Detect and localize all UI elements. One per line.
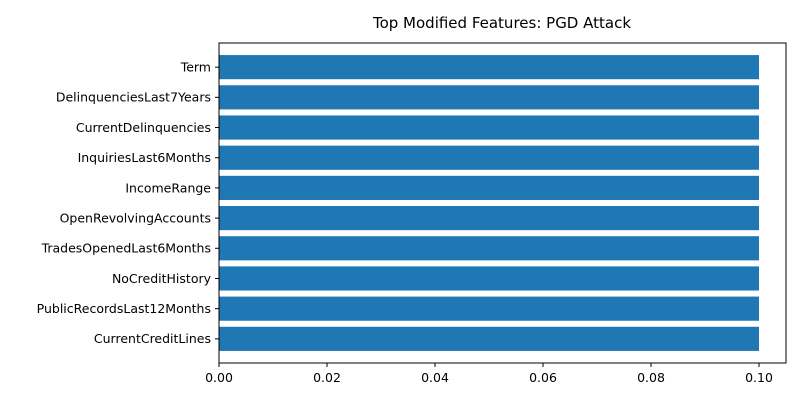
bar-PublicRecordsLast12Months bbox=[219, 296, 759, 321]
y-tick-label: CurrentCreditLines bbox=[94, 331, 211, 346]
bar-CurrentDelinquencies bbox=[219, 115, 759, 140]
bar-DelinquenciesLast7Years bbox=[219, 85, 759, 110]
y-tick-label: OpenRevolvingAccounts bbox=[60, 210, 211, 225]
bar-NoCreditHistory bbox=[219, 266, 759, 291]
y-tick-label: CurrentDelinquencies bbox=[76, 120, 211, 135]
y-tick-label: DelinquenciesLast7Years bbox=[56, 90, 211, 105]
y-tick-label: TradesOpenedLast6Months bbox=[41, 241, 211, 256]
y-axis: Term DelinquenciesLast7Years CurrentDelinq… bbox=[37, 60, 219, 346]
bar-TradesOpenedLast6Months bbox=[219, 236, 759, 261]
bar-OpenRevolvingAccounts bbox=[219, 206, 759, 231]
bar-IncomeRange bbox=[219, 175, 759, 200]
bar-Term bbox=[219, 55, 759, 80]
chart-title: Top Modified Features: PGD Attack bbox=[372, 14, 631, 32]
x-tick-label: 0.02 bbox=[313, 370, 341, 385]
x-tick-label: 0.04 bbox=[421, 370, 449, 385]
x-tick-label: 0.10 bbox=[745, 370, 773, 385]
y-tick-label: IncomeRange bbox=[125, 180, 211, 195]
bar-InquiriesLast6Months bbox=[219, 145, 759, 170]
x-axis: 0.00 0.02 0.04 0.06 0.08 0.10 bbox=[205, 363, 773, 385]
bar-CurrentCreditLines bbox=[219, 326, 759, 351]
y-tick-label: InquiriesLast6Months bbox=[78, 150, 211, 165]
x-tick-label: 0.08 bbox=[637, 370, 665, 385]
bars-group bbox=[219, 55, 759, 351]
y-tick-label: PublicRecordsLast12Months bbox=[37, 301, 211, 316]
plot-frame bbox=[218, 42, 787, 364]
y-tick-label: Term bbox=[180, 60, 211, 75]
x-tick-label: 0.06 bbox=[529, 370, 557, 385]
x-tick-label: 0.00 bbox=[205, 370, 233, 385]
y-tick-label: NoCreditHistory bbox=[112, 271, 212, 286]
